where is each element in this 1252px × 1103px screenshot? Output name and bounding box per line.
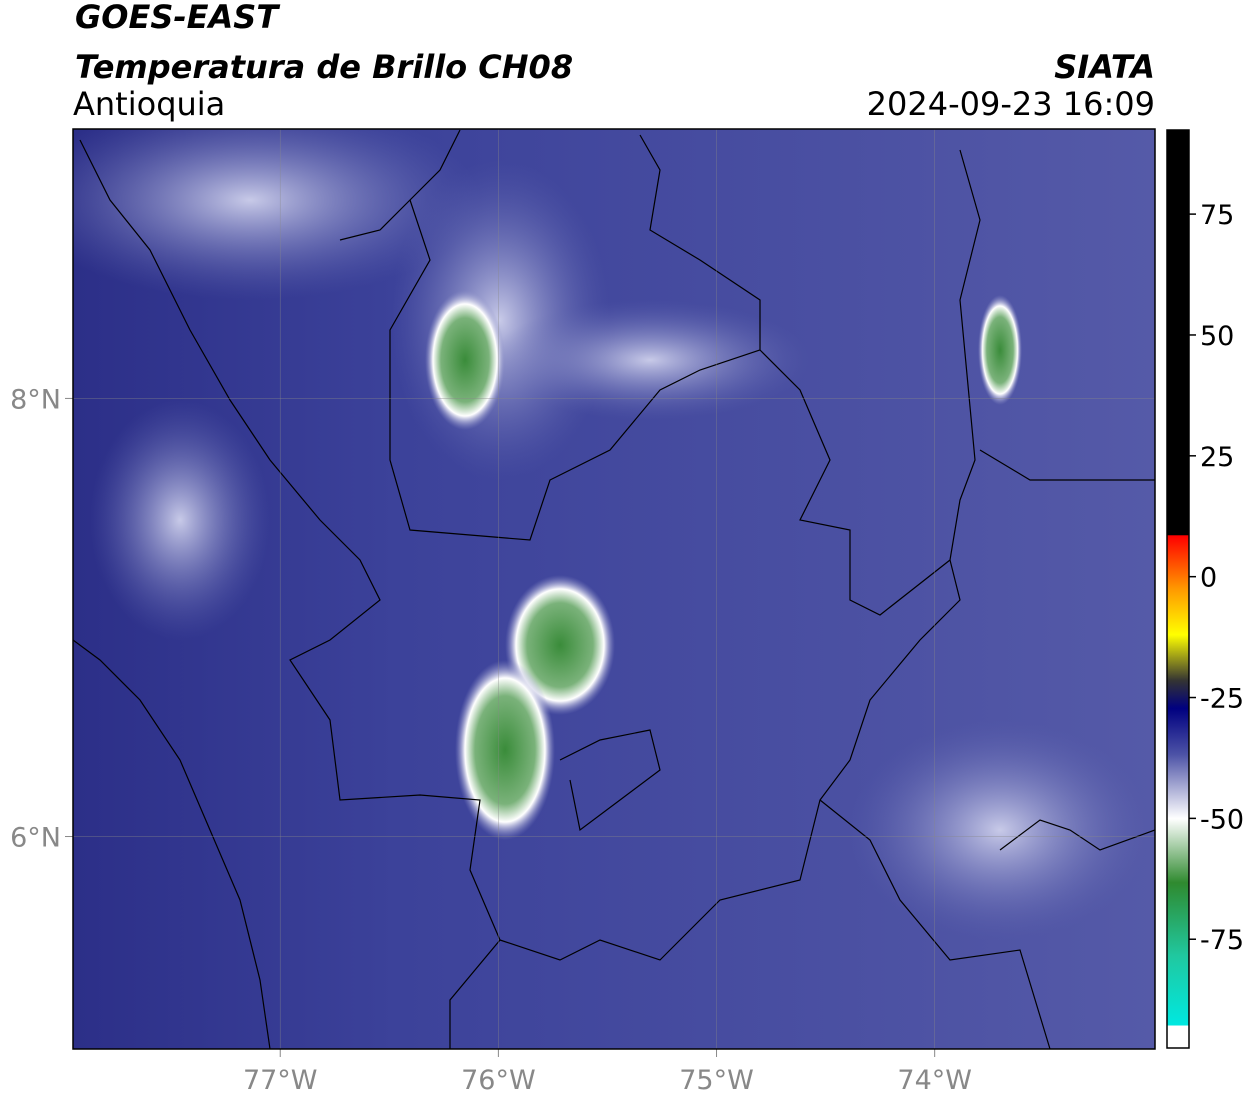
coast (339, 129, 461, 241)
border (759, 149, 981, 616)
colorbar (1166, 129, 1190, 1049)
subtitle: Temperatura de Brillo CH08 (75, 48, 573, 86)
colorbar-tick-label: 75 (1200, 200, 1234, 231)
cloud (978, 295, 1022, 405)
graticule (65, 129, 1155, 1057)
title: GOES-EAST (75, 0, 280, 36)
colorbar-tick-label: -50 (1200, 804, 1244, 835)
source: SIATA (1054, 48, 1155, 86)
coast (73, 639, 271, 1049)
cloud (455, 660, 555, 840)
map-image (73, 129, 1155, 1049)
cloud (425, 290, 505, 430)
haze (73, 129, 480, 300)
x-tick-label: 77°W (243, 1065, 318, 1096)
border (499, 559, 961, 961)
border (389, 134, 761, 541)
border (999, 819, 1155, 851)
colorbar-tick-label: 0 (1200, 563, 1217, 594)
haze (490, 300, 810, 420)
region: Antioquia (73, 85, 225, 123)
x-tick-label: 76°W (461, 1065, 536, 1096)
colorbar-tick-label: -75 (1200, 925, 1244, 956)
colorbar-tick-label: 25 (1200, 442, 1234, 473)
border (819, 799, 1051, 1049)
colorbar-tick-label: 50 (1200, 321, 1234, 352)
map-frame (72, 128, 1156, 1050)
haze (90, 400, 270, 640)
borders (73, 129, 1155, 1049)
border (979, 449, 1155, 481)
haze (850, 720, 1150, 940)
y-tick-label: 6°N (10, 823, 61, 854)
colorbar-tick-label: -25 (1200, 684, 1244, 715)
x-tick-label: 74°W (897, 1065, 972, 1096)
y-tick-label: 8°N (10, 384, 61, 415)
border (559, 729, 661, 832)
datetime: 2024-09-23 16:09 (867, 85, 1155, 123)
border (79, 139, 501, 1049)
x-tick-label: 75°W (679, 1065, 754, 1096)
